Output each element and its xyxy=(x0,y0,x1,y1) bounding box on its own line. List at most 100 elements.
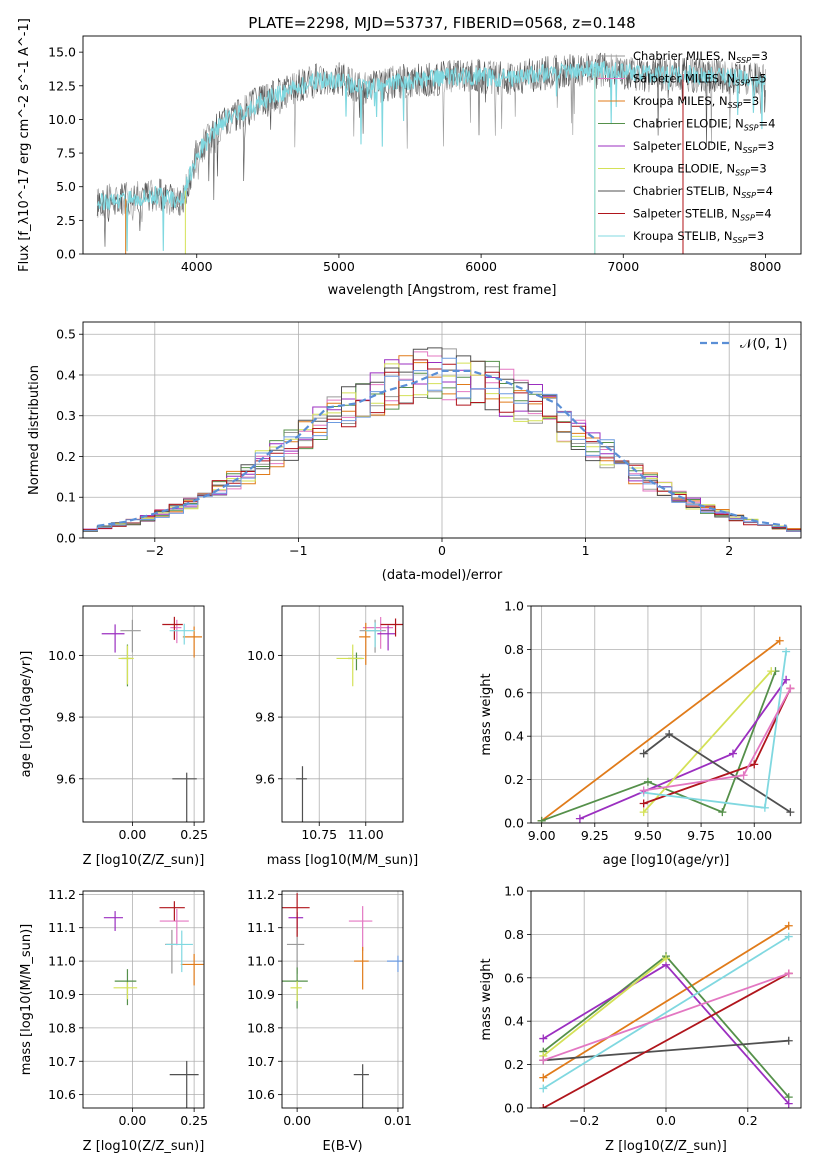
axes-frame xyxy=(281,890,404,1109)
y-tick-label: 0.1 xyxy=(56,490,76,505)
y-tick-label: 10.9 xyxy=(247,987,275,1002)
data-point-marker xyxy=(639,749,648,758)
y-tick-label: 5.0 xyxy=(56,179,76,194)
y-tick-label: 0.0 xyxy=(56,531,76,546)
y-tick-label: 0.0 xyxy=(504,1101,524,1116)
y-tick-label: 0.4 xyxy=(504,729,524,744)
x-tick-label: 9.25 xyxy=(581,828,609,843)
y-tick-label: 10.6 xyxy=(247,1087,275,1102)
x-axis-label: E(B-V) xyxy=(322,1139,362,1154)
x-axis-label: mass [log10(M/M_sun)] xyxy=(267,853,419,868)
mass-weight-line xyxy=(643,651,787,809)
spectrum-line xyxy=(96,60,767,252)
data-point-marker xyxy=(718,808,727,817)
mass-weight-line xyxy=(643,732,791,813)
legend-entry: Kroupa MILES, NSSP=3 xyxy=(633,94,759,110)
y-axis-label: mass weight xyxy=(479,673,494,755)
x-tick-label: 8000 xyxy=(750,259,782,274)
data-point-marker xyxy=(728,749,737,758)
y-tick-label: 1.0 xyxy=(504,884,524,899)
x-tick-label: 5000 xyxy=(323,259,355,274)
data-point-marker xyxy=(739,771,748,780)
data-point-marker xyxy=(539,1104,548,1108)
y-tick-label: 0.6 xyxy=(504,685,524,700)
y-tick-label: 9.6 xyxy=(56,771,76,786)
y-tick-label: 0.2 xyxy=(504,1057,524,1072)
y-tick-label: 9.6 xyxy=(255,771,275,786)
y-tick-label: 10.0 xyxy=(48,112,76,127)
x-tick-label: 7000 xyxy=(607,259,639,274)
y-tick-label: 0.2 xyxy=(504,772,524,787)
x-tick-label: 11.00 xyxy=(348,827,384,842)
x-tick-label: 9.00 xyxy=(528,828,556,843)
data-point-marker xyxy=(767,667,776,676)
y-tick-label: 10.6 xyxy=(48,1087,76,1102)
legend-entry: Chabrier MILES, NSSP=3 xyxy=(633,49,768,65)
x-tick-label: 0.0 xyxy=(656,1113,676,1128)
axes-frame xyxy=(82,605,205,823)
x-tick-label: 0.25 xyxy=(180,1113,208,1128)
y-tick-label: 11.2 xyxy=(247,887,275,902)
axes-residuals: −2 −1 0 1 2 0.0 0.1 0.2 0.3 0.4 0.5 (data-model)/er… xyxy=(27,321,802,583)
x-tick-label: 2 xyxy=(725,543,733,558)
data-point-marker xyxy=(760,803,769,812)
y-tick-label: 0.8 xyxy=(504,642,524,657)
y-tick-label: 9.8 xyxy=(255,710,275,725)
data-point-marker xyxy=(643,777,652,786)
y-tick-label: 0.0 xyxy=(56,247,76,262)
y-tick-label: 0.2 xyxy=(56,449,76,464)
y-tick-label: 2.5 xyxy=(56,213,76,228)
x-tick-label: 9.50 xyxy=(634,828,662,843)
legend-entry: Kroupa STELIB, NSSP=3 xyxy=(633,229,764,245)
y-tick-label: 11.0 xyxy=(48,954,76,969)
data-point-marker xyxy=(539,1056,548,1065)
x-tick-label: 0.00 xyxy=(283,1113,311,1128)
y-tick-label: 10.9 xyxy=(48,987,76,1002)
y-tick-label: 10.8 xyxy=(48,1020,76,1035)
x-axis-label: wavelength [Angstrom, rest frame] xyxy=(328,283,557,298)
histogram-step xyxy=(83,357,801,533)
x-tick-label: 1 xyxy=(582,543,590,558)
data-point-marker xyxy=(784,969,793,978)
y-tick-label: 11.2 xyxy=(48,887,76,902)
x-axis-label: Z [log10(Z/Z_sun)] xyxy=(605,1139,727,1154)
x-tick-label: 0.01 xyxy=(384,1113,412,1128)
axes-spectrum: 4000 5000 6000 7000 8000 0.0 2.5 5.0 7.5 10.0 12.5… xyxy=(17,14,802,298)
y-tick-label: 0.4 xyxy=(56,367,76,382)
x-tick-label: 9.75 xyxy=(687,828,715,843)
x-axis-label: age [log10(age/yr)] xyxy=(603,853,730,868)
spectrum-line xyxy=(96,52,766,247)
mass-weight-line xyxy=(643,670,772,813)
x-tick-label: −0.2 xyxy=(569,1113,599,1128)
legend-entry: Salpeter ELODIE, NSSP=3 xyxy=(633,139,774,155)
data-point-marker xyxy=(665,730,674,739)
legend-entry: Salpeter MILES, NSSP=5 xyxy=(633,72,767,88)
axes-frame xyxy=(82,35,802,255)
mass-weight-line xyxy=(541,639,781,822)
data-point-marker xyxy=(575,814,584,823)
mass-weight-line xyxy=(542,935,790,1090)
data-point-marker xyxy=(639,786,648,795)
axes-frame xyxy=(530,890,802,1109)
x-tick-label: 0.00 xyxy=(118,827,146,842)
data-point-marker xyxy=(662,954,670,963)
data-point-marker xyxy=(639,799,648,808)
x-tick-label: 10.75 xyxy=(301,827,337,842)
x-tick-label: 10.00 xyxy=(736,828,772,843)
axes-mass_weight_vs_Z: −0.2 0.0 0.2 0.0 0.2 0.4 0.6 0.8 1.0 Z [log10(Z/Z… xyxy=(479,884,802,1154)
legend: Chabrier MILES, NSSP=3 Salpeter MILES, NS… xyxy=(598,49,775,245)
data-point-marker xyxy=(786,684,795,693)
y-tick-label: 10.8 xyxy=(247,1020,275,1035)
data-point-marker xyxy=(782,647,791,656)
y-tick-label: 10.7 xyxy=(247,1054,275,1069)
y-tick-label: 10.0 xyxy=(48,648,76,663)
data-point-marker xyxy=(784,1036,793,1045)
data-point-marker xyxy=(537,816,546,823)
axes-age_vs_Z: 0.00 0.25 9.6 9.8 10.0 Z [log10(Z/Z_sun)] age … xyxy=(19,605,208,868)
data-point-marker xyxy=(750,760,759,769)
x-tick-label: 0.25 xyxy=(180,827,208,842)
y-tick-label: 15.0 xyxy=(48,45,76,60)
x-axis-label: Z [log10(Z/Z_sun)] xyxy=(83,853,205,868)
y-axis-label: Flux [f_λ10^-17 erg cm^-2 s^-1 A^-1] xyxy=(17,18,32,272)
